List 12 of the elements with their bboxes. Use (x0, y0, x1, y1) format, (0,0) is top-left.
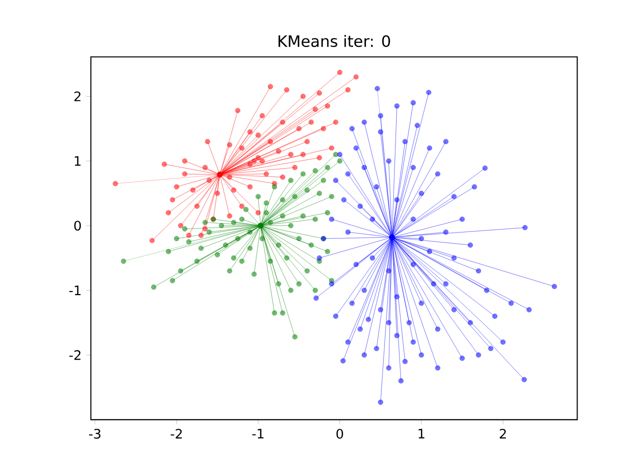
x-tick-label: -1 (252, 428, 264, 438)
x-tick-label: -3 (89, 428, 100, 439)
y-tick-label: 0 (74, 220, 81, 231)
y-tick-label: -2 (69, 350, 80, 360)
x-tick-label: 1 (418, 428, 424, 438)
x-tick-label: 2 (500, 428, 506, 439)
y-tick-label: -1 (69, 286, 81, 296)
y-tick-label: 2 (74, 92, 80, 102)
y-tick-label: 1 (74, 156, 81, 166)
x-tick-label: 0 (336, 428, 344, 439)
x-tick-label: -2 (170, 428, 182, 439)
chart-title: KMeans iter: 0 (278, 35, 390, 48)
